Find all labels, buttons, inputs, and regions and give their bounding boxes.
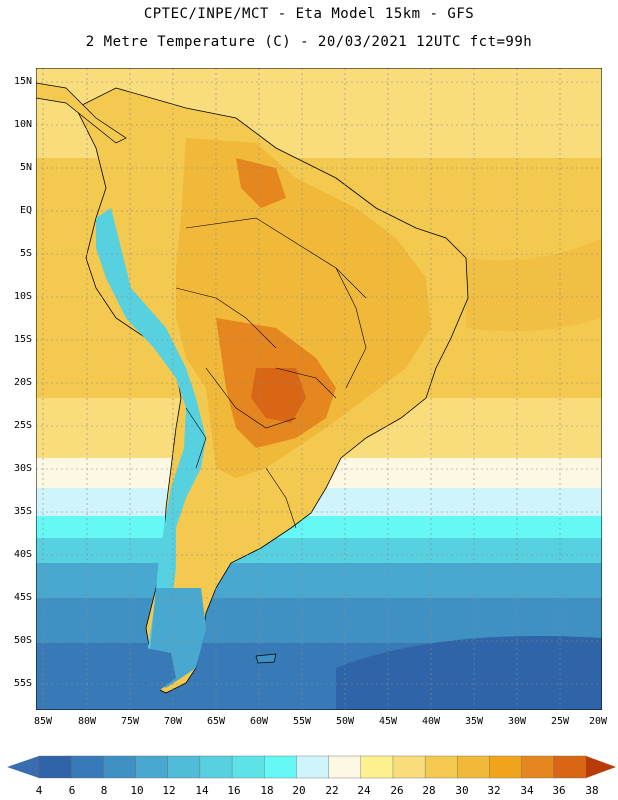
colorbar-label: 26 [390, 784, 404, 797]
map-title-model: CPTEC/INPE/MCT - Eta Model 15km - GFS [143, 6, 475, 22]
colorbar-cell [360, 755, 394, 779]
lon-label: 65W [206, 716, 226, 727]
colorbar-label: 32 [487, 784, 501, 797]
lon-label: 60W [249, 716, 269, 727]
lon-label: 20W [588, 716, 608, 727]
lat-label: 15S [13, 334, 32, 345]
lat-label: EQ [19, 205, 32, 216]
colorbar-cell [38, 755, 72, 779]
ocean-coldest [336, 636, 602, 710]
colorbar-cell [521, 755, 555, 779]
colorbar-cell [199, 755, 233, 779]
lon-label: 25W [550, 716, 570, 727]
lon-label: 70W [163, 716, 183, 727]
ocean-cool-3 [36, 563, 602, 603]
lat-label: 20S [13, 377, 32, 388]
colorbar-cell [457, 755, 491, 779]
colorbar-label: 18 [260, 784, 274, 797]
colorbar-cell [103, 755, 137, 779]
ocean-warm-patch [466, 238, 602, 332]
colorbar-label: 22 [325, 784, 339, 797]
lon-label: 40W [421, 716, 441, 727]
lon-label: 55W [292, 716, 312, 727]
lon-label: 75W [120, 716, 140, 727]
colorbar-label: 36 [552, 784, 566, 797]
colorbar-cell [553, 755, 587, 779]
colorbar-label: 24 [357, 784, 371, 797]
colorbar-cell [264, 755, 298, 779]
colorbar-label: 34 [520, 784, 534, 797]
lat-label: 35S [13, 506, 32, 517]
colorbar-cell [70, 755, 105, 779]
colorbar-cell [167, 755, 201, 779]
lat-label: 5S [19, 248, 32, 259]
lon-label: 45W [378, 716, 398, 727]
land-hottest-zone [251, 368, 306, 423]
central-america [36, 82, 127, 144]
lon-label: 80W [77, 716, 97, 727]
temperature-map [36, 68, 602, 710]
lat-label: 50S [13, 635, 32, 646]
lat-label: 10S [13, 291, 32, 302]
lat-label: 5N [19, 162, 32, 173]
colorbar-below-arrow [7, 756, 39, 778]
colorbar-label: 38 [585, 784, 599, 797]
colorbar-label: 28 [422, 784, 436, 797]
colorbar-label: 12 [162, 784, 176, 797]
colorbar-cell [135, 755, 169, 779]
colorbar-label: 16 [227, 784, 241, 797]
lat-label: 40S [13, 549, 32, 560]
colorbar-cell [392, 755, 426, 779]
colorbar-label: 14 [195, 784, 209, 797]
colorbar-cell [424, 755, 458, 779]
colorbar-cell [489, 755, 523, 779]
southern-tip-cold [141, 648, 176, 693]
colorbar-cell [328, 755, 362, 779]
map-title-variable: 2 Metre Temperature (C) - 20/03/2021 12U… [85, 34, 533, 50]
colorbar-label: 4 [35, 784, 43, 797]
lon-label: 50W [335, 716, 355, 727]
land-hot-north [236, 158, 286, 208]
lon-label: 35W [464, 716, 484, 727]
colorbar-label: 10 [130, 784, 144, 797]
country-borders [175, 217, 367, 529]
colorbar-label: 8 [100, 784, 108, 797]
falkland-islands [255, 653, 277, 664]
lon-label: 85W [33, 716, 53, 727]
temperature-colorbar [7, 755, 616, 779]
lat-label: 25S [13, 420, 32, 431]
lon-label: 30W [507, 716, 527, 727]
colorbar-label: 30 [455, 784, 469, 797]
lat-label: 55S [13, 678, 32, 689]
colorbar-label: 20 [292, 784, 306, 797]
lat-label: 15N [13, 76, 32, 87]
colorbar-label: 6 [68, 784, 76, 797]
colorbar-cell [231, 755, 265, 779]
lat-label: 10N [13, 119, 32, 130]
map-gridlines [36, 68, 602, 710]
lat-label: 45S [13, 592, 32, 603]
lat-label: 30S [13, 463, 32, 474]
colorbar-cell [296, 755, 330, 779]
colorbar-above-arrow [586, 756, 616, 778]
